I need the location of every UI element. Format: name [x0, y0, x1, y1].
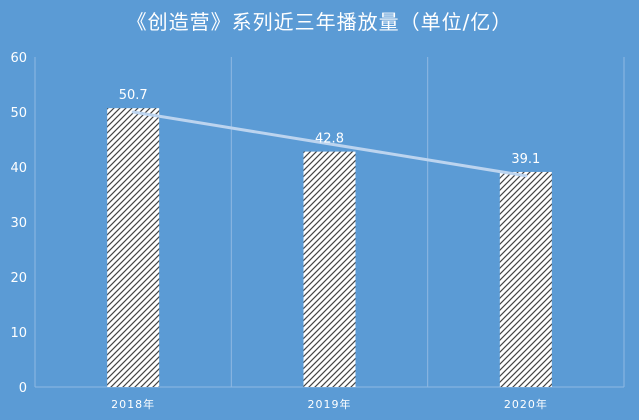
bar-2019年 — [303, 151, 356, 387]
y-tick-label: 40 — [10, 161, 27, 176]
x-tick-label: 2019年 — [308, 397, 352, 411]
y-tick-label: 10 — [10, 326, 27, 341]
data-label: 50.7 — [119, 88, 148, 103]
x-tick-label: 2020年 — [504, 397, 548, 411]
bar-2018年 — [107, 108, 160, 388]
bar-2020年 — [499, 171, 552, 387]
chart-title: 《创造营》系列近三年播放量（单位/亿） — [126, 10, 513, 34]
data-label: 39.1 — [511, 152, 540, 167]
y-tick-label: 0 — [19, 381, 27, 396]
trendline — [131, 110, 528, 178]
y-tick-label: 50 — [10, 106, 27, 121]
y-tick-label: 60 — [10, 51, 27, 66]
data-label: 42.8 — [315, 132, 344, 147]
y-tick-label: 20 — [10, 271, 27, 286]
y-tick-label: 30 — [10, 216, 27, 231]
x-tick-label: 2018年 — [111, 397, 155, 411]
